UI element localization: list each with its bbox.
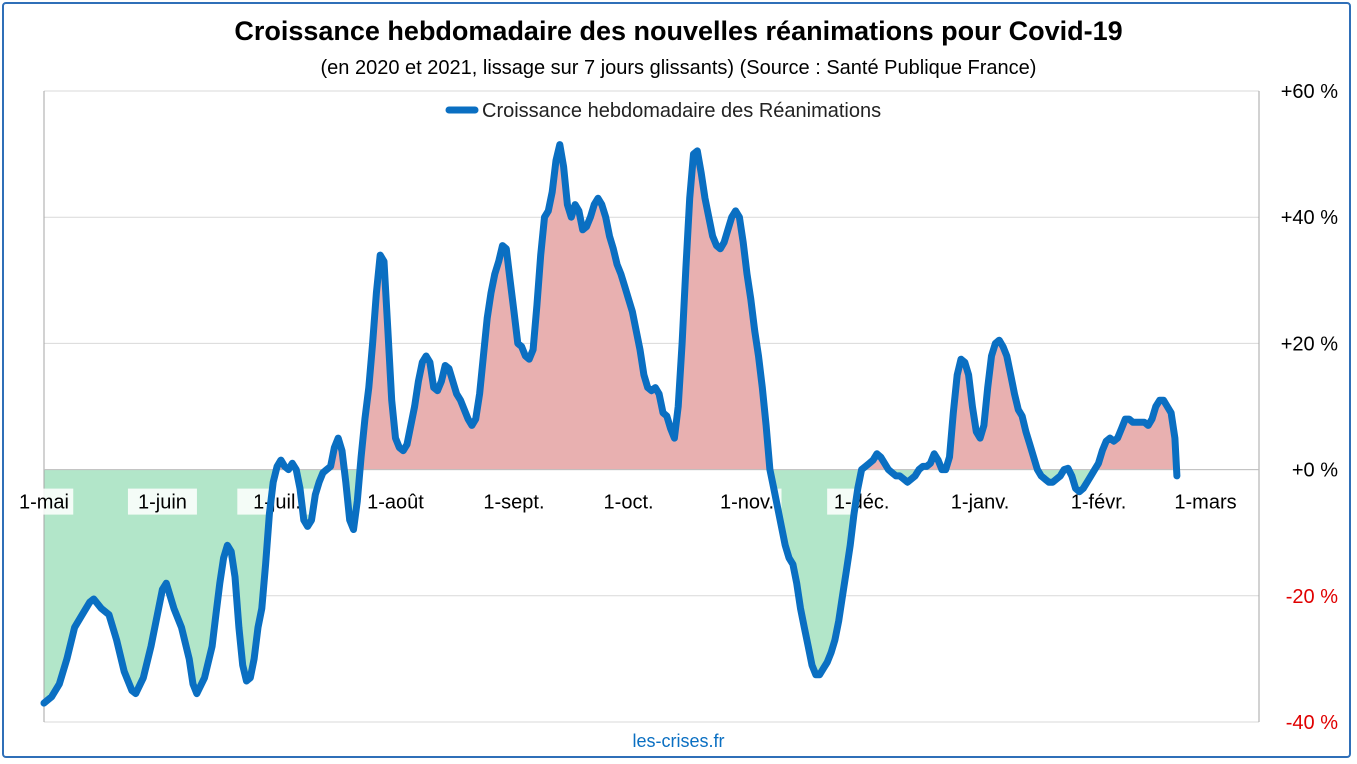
axes xyxy=(43,91,1260,722)
y-tick-labels: +60 % +40 % +20 % +0 % -20 % -40 % xyxy=(1281,81,1338,734)
x-tick-label-bg xyxy=(594,488,664,515)
x-tick-label-bg xyxy=(14,488,74,515)
series-line xyxy=(40,141,1181,707)
source-credit: les-crises.fr xyxy=(632,731,725,751)
x-tick-label: 1-sept. xyxy=(474,488,554,515)
y-tick-label: +60 % xyxy=(1281,81,1338,103)
x-tick-text: 1-août xyxy=(367,492,424,514)
x-tick-label: 1-août xyxy=(361,488,431,515)
x-tick-label-bg xyxy=(361,488,431,515)
x-tick-label: 1-janv. xyxy=(940,488,1020,515)
x-tick-label: 1-juin xyxy=(127,488,197,515)
x-tick-label-bg xyxy=(127,488,197,515)
x-tick-text: 1-oct. xyxy=(604,492,654,514)
x-tick-label-bg xyxy=(1171,488,1241,515)
x-tick-text: 1-nov. xyxy=(720,492,774,514)
x-tick-labels: 1-mai 1-juin 1-juil. 1-août 1-sept. 1-oct. 1-n… xyxy=(14,488,1241,515)
chart-title: Croissance hebdomadaire des nouvelles ré… xyxy=(234,16,1123,46)
x-tick-label: 1-nov. xyxy=(712,488,782,515)
x-tick-label: 1-oct. xyxy=(594,488,664,515)
y-tick-label: +0 % xyxy=(1292,460,1338,482)
legend-label: Croissance hebdomadaire des Réanimations xyxy=(482,100,881,122)
x-tick-label: 1-déc. xyxy=(827,488,897,515)
x-tick-label: 1-mai xyxy=(14,488,74,515)
x-tick-text: 1-juil. xyxy=(253,492,301,514)
x-tick-label-bg xyxy=(1058,488,1139,515)
x-tick-text: 1-janv. xyxy=(951,492,1010,514)
x-tick-text: 1-févr. xyxy=(1071,492,1127,514)
y-tick-label: +20 % xyxy=(1281,333,1338,355)
x-tick-label-bg xyxy=(940,488,1020,515)
x-tick-text: 1-déc. xyxy=(834,492,890,514)
x-tick-label-bg xyxy=(827,488,897,515)
x-tick-label-bg xyxy=(474,488,554,515)
y-tick-label: -20 % xyxy=(1286,586,1338,608)
x-tick-text: 1-sept. xyxy=(483,492,544,514)
x-tick-text: 1-mai xyxy=(19,492,69,514)
y-tick-label: +40 % xyxy=(1281,207,1338,229)
x-tick-label-bg xyxy=(712,488,782,515)
x-tick-label: 1-févr. xyxy=(1058,488,1139,515)
y-tick-label: -40 % xyxy=(1286,712,1338,734)
x-tick-text: 1-juin xyxy=(138,492,187,514)
chart-subtitle: (en 2020 et 2021, lissage sur 7 jours gl… xyxy=(320,57,1037,79)
positive-area xyxy=(44,144,1177,470)
x-tick-text: 1-mars xyxy=(1174,492,1236,514)
legend: Croissance hebdomadaire des Réanimations xyxy=(445,100,881,122)
x-tick-label: 1-mars xyxy=(1171,488,1241,515)
